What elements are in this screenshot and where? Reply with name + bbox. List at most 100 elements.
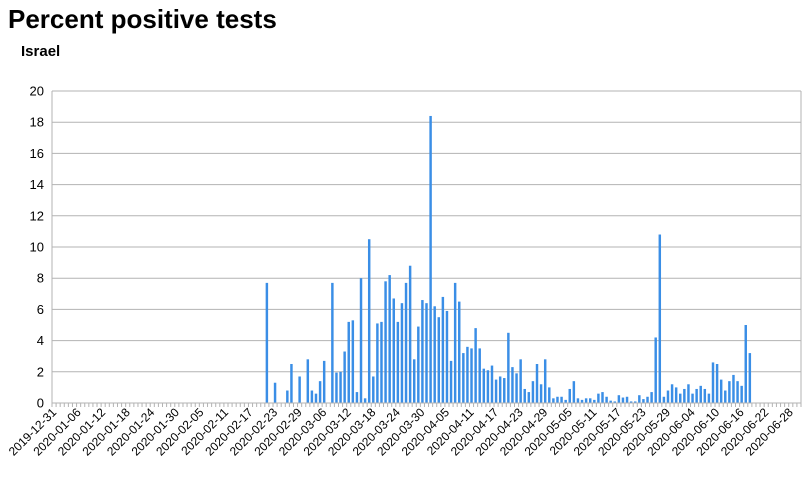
- x-tick-labels: 2019-12-312020-01-062020-01-122020-01-18…: [6, 405, 796, 459]
- bar: [535, 364, 539, 403]
- bar: [572, 381, 576, 403]
- bar: [552, 398, 555, 403]
- chart-subtitle: Israel: [21, 43, 61, 60]
- bar: [584, 398, 588, 403]
- bar: [355, 392, 359, 403]
- y-tick-label: 6: [37, 302, 44, 317]
- bar: [453, 282, 457, 403]
- bar: [458, 301, 461, 403]
- bar: [519, 359, 522, 403]
- bar: [339, 371, 342, 403]
- bar: [478, 348, 481, 403]
- bar: [376, 323, 379, 403]
- y-tick-label: 20: [30, 84, 44, 99]
- bar: [347, 321, 350, 403]
- bar: [662, 396, 666, 403]
- y-tick-label: 14: [30, 177, 44, 192]
- bar: [429, 115, 432, 404]
- bar: [609, 400, 612, 403]
- y-tick-label: 10: [30, 240, 44, 255]
- bar: [441, 296, 445, 403]
- bar: [531, 381, 535, 403]
- bar: [331, 282, 334, 403]
- bar: [560, 396, 563, 403]
- bar: [564, 399, 567, 403]
- bar: [290, 364, 293, 403]
- bar: [507, 332, 510, 403]
- bar: [670, 384, 674, 403]
- bar: [490, 365, 494, 403]
- bar: [588, 398, 592, 403]
- bar: [658, 234, 662, 403]
- y-tick-label: 0: [37, 396, 44, 411]
- bar: [679, 393, 682, 403]
- bar: [593, 399, 596, 403]
- y-tick-label: 4: [37, 333, 44, 348]
- bar: [539, 384, 543, 403]
- bar: [437, 317, 441, 403]
- bar: [445, 310, 449, 403]
- bar: [359, 278, 363, 403]
- bar: [486, 370, 490, 403]
- bar: [363, 398, 367, 403]
- bar: [699, 385, 702, 403]
- bar: [408, 265, 412, 403]
- bar: [392, 298, 395, 403]
- bar: [719, 379, 723, 403]
- bar: [449, 360, 453, 403]
- bar: [580, 399, 584, 403]
- bar: [613, 401, 617, 403]
- bar: [335, 372, 338, 403]
- bar: [470, 348, 473, 403]
- bar: [568, 388, 571, 403]
- bar: [638, 395, 641, 403]
- bar: [527, 392, 531, 403]
- bar: [343, 351, 346, 403]
- y-tick-labels: 0 2 4 6 8 10 12 14 16 18 20: [30, 84, 44, 411]
- bar: [597, 393, 600, 403]
- bar: [322, 360, 326, 403]
- bars: [265, 115, 752, 404]
- bar: [548, 387, 551, 403]
- bar: [367, 239, 371, 403]
- bar: [601, 392, 604, 403]
- bar: [372, 376, 375, 403]
- bar: [715, 364, 719, 403]
- y-tick-label: 2: [37, 364, 44, 379]
- bar: [629, 401, 633, 403]
- bar: [412, 359, 416, 403]
- bar: [318, 381, 322, 403]
- bar: [421, 300, 424, 403]
- bar: [384, 281, 387, 403]
- bar: [703, 388, 707, 403]
- bar: [396, 321, 400, 403]
- bar: [400, 303, 404, 403]
- y-tick-label: 18: [30, 115, 44, 130]
- bar: [417, 326, 420, 403]
- bar: [273, 382, 277, 403]
- bar: [498, 376, 502, 403]
- bar: [654, 337, 657, 403]
- bar: [474, 328, 477, 403]
- bar: [515, 373, 518, 403]
- bar: [744, 325, 747, 403]
- bar: [462, 353, 465, 403]
- bar: [650, 392, 653, 403]
- bar: [724, 390, 727, 403]
- bar: [642, 399, 645, 403]
- bar: [388, 275, 391, 403]
- bar: [523, 388, 526, 403]
- bar: [687, 384, 690, 403]
- bar: [617, 395, 621, 403]
- bar: [646, 396, 649, 403]
- bar: [621, 397, 625, 403]
- bar: [482, 368, 486, 403]
- bar: [674, 387, 678, 403]
- bar: [314, 393, 318, 403]
- y-tick-label: 16: [30, 146, 44, 161]
- bar: [286, 390, 289, 403]
- bar: [732, 374, 735, 403]
- bar: [576, 398, 580, 403]
- bar: [425, 303, 428, 403]
